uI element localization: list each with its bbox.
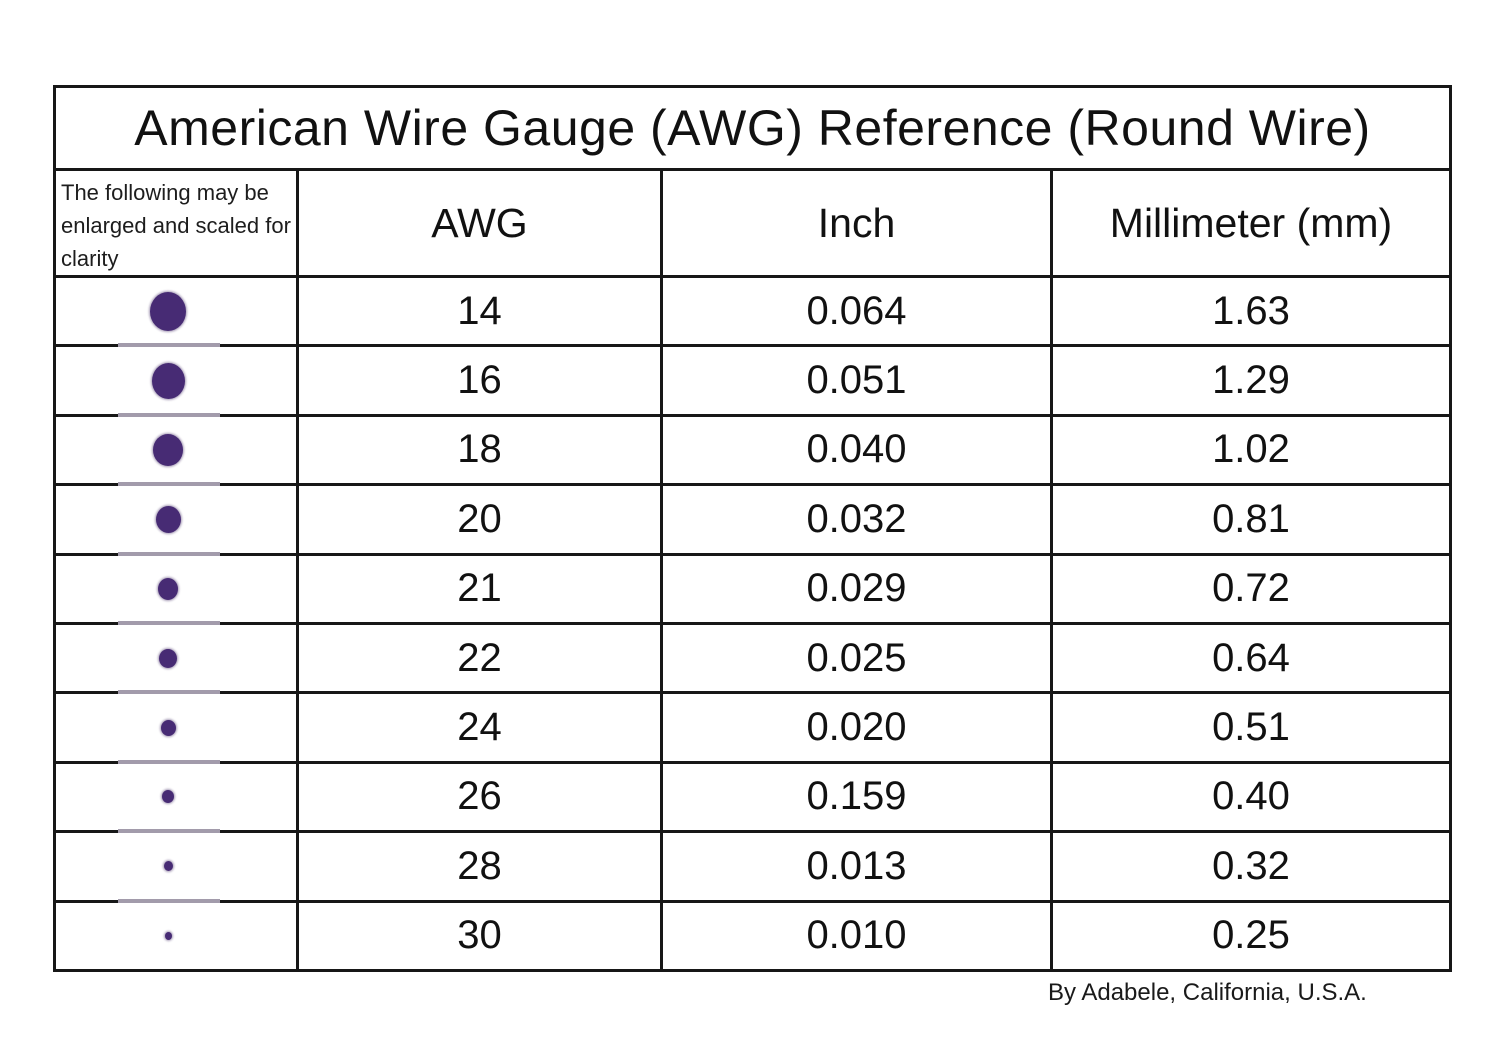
row-divider-accent bbox=[118, 621, 220, 625]
awg-value: 22 bbox=[296, 622, 660, 692]
dot-cell bbox=[56, 622, 296, 695]
dot-cell bbox=[56, 760, 296, 834]
header-note-text: The following may be enlarged and scaled… bbox=[61, 180, 291, 271]
mm-value: 1.63 bbox=[1050, 275, 1449, 345]
dot-cell bbox=[56, 413, 296, 487]
awg-value: 26 bbox=[296, 760, 660, 831]
wire-size-dot bbox=[159, 648, 177, 668]
inch-value: 0.040 bbox=[660, 413, 1050, 484]
mm-value: 1.29 bbox=[1050, 344, 1449, 414]
header-note-cell: The following may be enlarged and scaled… bbox=[56, 171, 296, 275]
wire-size-dot bbox=[160, 719, 176, 736]
mm-value: 0.72 bbox=[1050, 552, 1449, 622]
dot-cell bbox=[56, 552, 296, 625]
header-awg: AWG bbox=[296, 171, 660, 275]
row-divider-accent bbox=[118, 343, 220, 348]
wire-size-dot bbox=[150, 291, 186, 331]
mm-value: 0.32 bbox=[1050, 830, 1449, 900]
inch-value: 0.020 bbox=[660, 691, 1050, 761]
awg-value: 30 bbox=[296, 899, 660, 969]
inch-value: 0.025 bbox=[660, 622, 1050, 692]
awg-value: 14 bbox=[296, 275, 660, 345]
inch-value: 0.159 bbox=[660, 760, 1050, 831]
wire-size-dot bbox=[151, 362, 185, 399]
mm-value: 1.02 bbox=[1050, 413, 1449, 484]
awg-value: 16 bbox=[296, 344, 660, 414]
dot-cell bbox=[56, 275, 296, 348]
table-title: American Wire Gauge (AWG) Reference (Rou… bbox=[56, 88, 1449, 171]
dot-cell bbox=[56, 830, 296, 903]
row-divider-accent bbox=[118, 482, 220, 487]
row-divider-accent bbox=[118, 690, 220, 695]
wire-size-dot bbox=[164, 931, 172, 940]
inch-value: 0.010 bbox=[660, 899, 1050, 969]
dot-cell bbox=[56, 483, 296, 556]
row-divider-accent bbox=[118, 412, 220, 417]
row-divider-accent bbox=[118, 898, 220, 903]
mm-value: 0.64 bbox=[1050, 622, 1449, 692]
awg-reference-table: American Wire Gauge (AWG) Reference (Rou… bbox=[53, 85, 1452, 972]
inch-value: 0.064 bbox=[660, 275, 1050, 345]
awg-value: 18 bbox=[296, 413, 660, 484]
wire-size-dot bbox=[158, 577, 178, 600]
wire-size-dot bbox=[163, 861, 173, 872]
inch-value: 0.032 bbox=[660, 483, 1050, 553]
awg-value: 21 bbox=[296, 552, 660, 622]
header-inch: Inch bbox=[660, 171, 1050, 275]
row-divider-accent bbox=[118, 759, 220, 764]
mm-value: 0.40 bbox=[1050, 760, 1449, 831]
wire-size-dot bbox=[155, 505, 181, 533]
wire-size-dot bbox=[153, 433, 183, 466]
awg-value: 24 bbox=[296, 691, 660, 761]
attribution-text: By Adabele, California, U.S.A. bbox=[1048, 979, 1367, 1006]
mm-value: 0.81 bbox=[1050, 483, 1449, 553]
awg-value: 28 bbox=[296, 830, 660, 900]
dot-cell bbox=[56, 691, 296, 764]
row-divider-accent bbox=[118, 551, 220, 556]
mm-value: 0.51 bbox=[1050, 691, 1449, 761]
dot-cell bbox=[56, 344, 296, 417]
inch-value: 0.029 bbox=[660, 552, 1050, 622]
dot-cell bbox=[56, 899, 296, 969]
header-mm: Millimeter (mm) bbox=[1050, 171, 1449, 275]
table-grid: The following may be enlarged and scaled… bbox=[56, 171, 1449, 969]
awg-value: 20 bbox=[296, 483, 660, 553]
mm-value: 0.25 bbox=[1050, 899, 1449, 969]
inch-value: 0.051 bbox=[660, 344, 1050, 414]
row-divider-accent bbox=[118, 829, 220, 834]
wire-size-dot bbox=[162, 790, 174, 804]
inch-value: 0.013 bbox=[660, 830, 1050, 900]
